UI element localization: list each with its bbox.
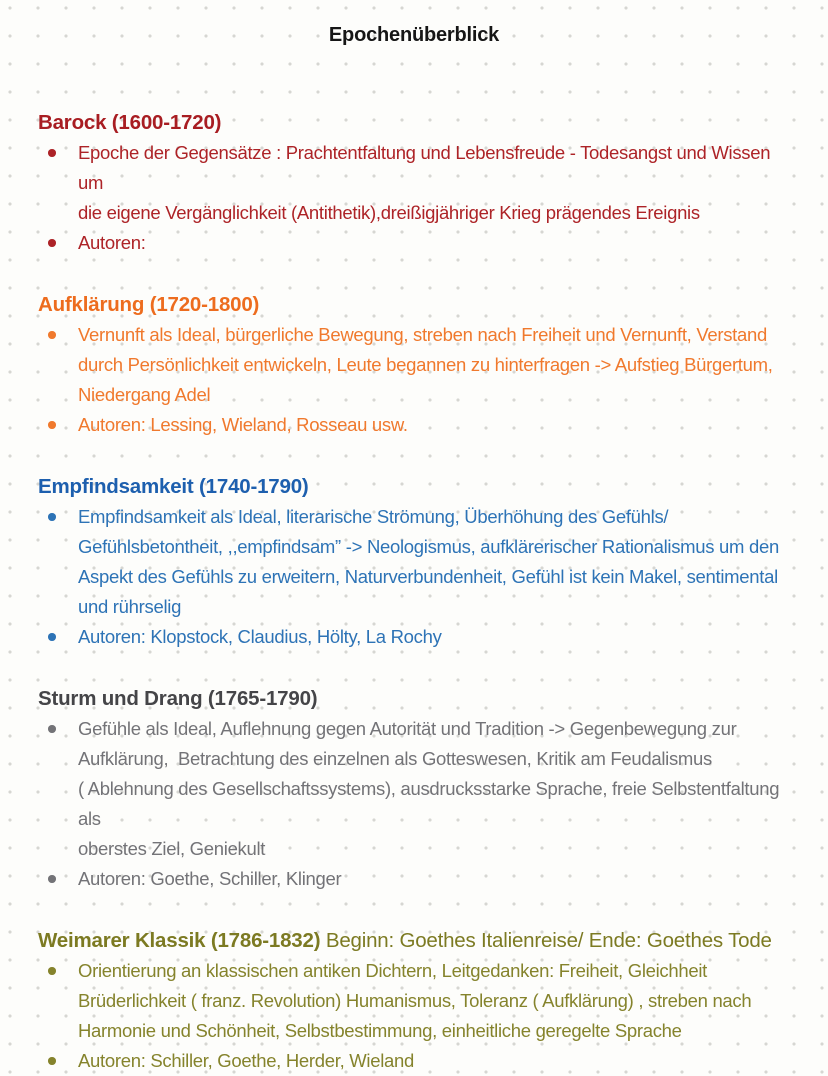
epoch-section-empfindsamkeit: Empfindsamkeit (1740-1790) Empfindsamkeit… — [38, 472, 790, 652]
bullet-list: Gefühle als Ideal, Auflehnung gegen Auto… — [38, 714, 790, 894]
epoch-section-aufklaerung: Aufklärung (1720-1800) Vernunft als Ideal… — [38, 290, 790, 440]
epoch-heading: Aufklärung (1720-1800) — [38, 290, 790, 320]
bullet-dot-icon — [48, 513, 56, 521]
epoch-heading: Weimarer Klassik (1786-1832) Beginn: Goe… — [38, 926, 790, 956]
epoch-heading: Sturm und Drang (1765-1790) — [38, 684, 790, 714]
bullet-item: Epoche der Gegensätze : Prachtentfaltung… — [38, 138, 790, 228]
page-title: Epochenüberblick — [328, 24, 500, 46]
bullet-text: Gefühle als Ideal, Auflehnung gegen Auto… — [78, 718, 780, 859]
epoch-section-barock: Barock (1600-1720) Epoche der Gegensätze … — [38, 108, 790, 258]
bullet-text: Autoren: Lessing, Wieland, Rosseau usw. — [78, 414, 408, 435]
bullet-list: Epoche der Gegensätze : Prachtentfaltung… — [38, 138, 790, 258]
bullet-text: Autoren: Goethe, Schiller, Klinger — [78, 868, 342, 889]
bullet-dot-icon — [48, 149, 56, 157]
bullet-item: Empfindsamkeit als Ideal, literarische S… — [38, 502, 790, 622]
bullet-list: Orientierung an klassischen antiken Dich… — [38, 956, 790, 1076]
bullet-item: Gefühle als Ideal, Auflehnung gegen Auto… — [38, 714, 790, 864]
epoch-heading-note: Beginn: Goethes Italienreise/ Ende: Goet… — [325, 929, 772, 952]
epoch-heading-title: Empfindsamkeit (1740-1790) — [38, 475, 309, 498]
bullet-text: Autoren: — [78, 232, 146, 253]
epoch-sections: Barock (1600-1720) Epoche der Gegensätze … — [38, 108, 790, 1076]
bullet-dot-icon — [48, 633, 56, 641]
bullet-text: Epoche der Gegensätze : Prachtentfaltung… — [78, 142, 771, 223]
bullet-dot-icon — [48, 875, 56, 883]
epoch-heading-title: Aufklärung (1720-1800) — [38, 293, 260, 316]
bullet-dot-icon — [48, 1057, 56, 1065]
bullet-item: Autoren: Klopstock, Claudius, Hölty, La … — [38, 622, 790, 652]
bullet-item: Autoren: Goethe, Schiller, Klinger — [38, 864, 790, 894]
bullet-dot-icon — [48, 421, 56, 429]
bullet-item: Autoren: Schiller, Goethe, Herder, Wiela… — [38, 1046, 790, 1076]
epoch-heading: Empfindsamkeit (1740-1790) — [38, 472, 790, 502]
bullet-text: Empfindsamkeit als Ideal, literarische S… — [78, 506, 779, 617]
epoch-section-weimarer-klassik: Weimarer Klassik (1786-1832) Beginn: Goe… — [38, 926, 790, 1076]
bullet-item: Vernunft als Ideal, bürgerliche Bewegung… — [38, 320, 790, 410]
bullet-item: Orientierung an klassischen antiken Dich… — [38, 956, 790, 1046]
bullet-dot-icon — [48, 967, 56, 975]
bullet-dot-icon — [48, 239, 56, 247]
bullet-item: Autoren: — [38, 228, 790, 258]
bullet-dot-icon — [48, 331, 56, 339]
bullet-text: Autoren: Schiller, Goethe, Herder, Wiela… — [78, 1050, 415, 1071]
epoch-section-sturm-und-drang: Sturm und Drang (1765-1790) Gefühle als I… — [38, 684, 790, 894]
epoch-heading-title: Sturm und Drang (1765-1790) — [38, 687, 318, 710]
bullet-text: Orientierung an klassischen antiken Dich… — [78, 960, 752, 1041]
epoch-heading-title: Weimarer Klassik (1786-1832) — [38, 929, 321, 952]
bullet-list: Empfindsamkeit als Ideal, literarische S… — [38, 502, 790, 652]
bullet-text: Autoren: Klopstock, Claudius, Hölty, La … — [78, 626, 442, 647]
epoch-heading-title: Barock (1600-1720) — [38, 111, 222, 134]
epoch-heading: Barock (1600-1720) — [38, 108, 790, 138]
bullet-item: Autoren: Lessing, Wieland, Rosseau usw. — [38, 410, 790, 440]
bullet-list: Vernunft als Ideal, bürgerliche Bewegung… — [38, 320, 790, 440]
bullet-dot-icon — [48, 725, 56, 733]
bullet-text: Vernunft als Ideal, bürgerliche Bewegung… — [78, 324, 773, 405]
